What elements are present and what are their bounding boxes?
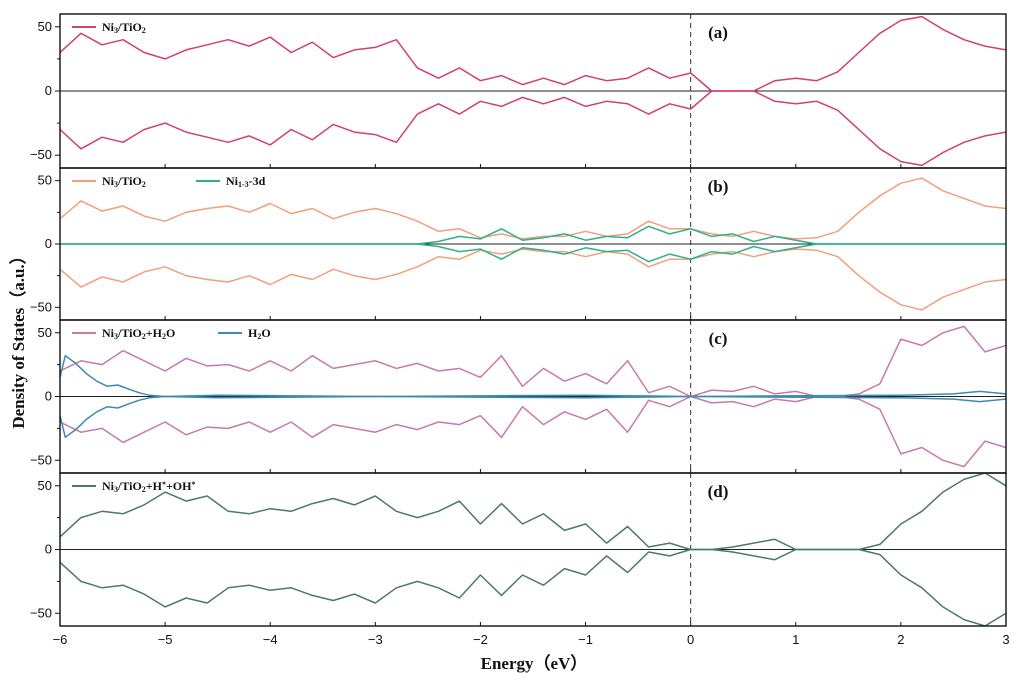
legend-label-part: 2 [142,332,146,341]
legend-label-part: Ni [102,174,115,188]
series-group [60,473,1006,626]
legend-label-part: /TiO [117,174,142,188]
series-line-down-1 [60,248,1006,311]
panel-tag: (d) [708,482,729,501]
x-tick-label: −2 [473,632,488,647]
y-tick-label: 0 [45,236,52,251]
legend-label-part: Ni [102,479,115,493]
series-line-down-1 [60,90,1006,167]
x-tick-label: 0 [687,632,694,647]
y-tick-label: 0 [45,389,52,404]
legend-label: Ni3/TiO2 [102,174,146,189]
y-axis-title: Density of States（a.u.） [8,247,28,428]
series-group [60,15,1006,167]
series-line-up-1 [60,177,1006,240]
y-tick-label: −50 [30,299,52,314]
legend-label-part: /TiO [117,479,142,493]
y-tick-label: 50 [38,325,52,340]
x-tick-label: −5 [158,632,173,647]
series-group [60,325,1006,468]
y-tick-label: −50 [30,452,52,467]
legend-label-part: /TiO [117,20,142,34]
legend-label-part: Ni [102,326,115,340]
y-tick-label: 50 [38,478,52,493]
series-line-up-2 [60,225,1006,245]
legend-label-part: H [248,326,258,340]
panel-tag: (c) [709,329,728,348]
series-group [60,177,1006,311]
y-tick-label: 50 [38,173,52,188]
x-axis-title: Energy（eV） [481,653,588,673]
legend-label-part: O [261,326,270,340]
x-tick-label: −6 [53,632,68,647]
y-tick-label: 50 [38,19,52,34]
legend-label: Ni3/TiO2+H2O [102,326,175,341]
y-tick-label: −50 [30,605,52,620]
series-line-up-1 [60,473,1006,551]
series-line-up-1 [60,325,1006,398]
y-tick-label: 0 [45,542,52,557]
y-tick-label: −50 [30,147,52,162]
legend-label-part: 3 [114,26,118,35]
legend-label-part: Ni [102,20,115,34]
legend-label-part: +H [146,479,163,493]
legend-label-part: 1-3 [238,180,249,189]
legend-label-part: +OH [166,479,192,493]
legend-label-part: 2 [162,332,166,341]
series-line-down-1 [60,548,1006,626]
y-tick-label: 0 [45,83,52,98]
legend-label: Ni1-3-3d [226,174,266,189]
legend-label-part: 2 [142,180,146,189]
x-tick-label: −1 [578,632,593,647]
legend-label-part: 3 [114,180,118,189]
legend-label-part: 2 [142,485,146,494]
panel-tag: (b) [708,177,729,196]
panel-1: 50 0 −50 Ni3/TiO2 (a) [30,13,1007,169]
legend-label-part: 2 [142,26,146,35]
series-line-down-2 [60,243,1006,263]
legend-label-part: 2 [257,332,261,341]
series-line-up-1 [60,15,1006,92]
legend-label: H2O [248,326,271,341]
legend-label-part: Ni [226,174,239,188]
x-tick-label: 1 [792,632,799,647]
legend-label-part: 3 [114,332,118,341]
series-line-up-2 [60,354,1006,398]
legend-label-part: +H [146,326,163,340]
legend-label-part: * [162,480,166,489]
legend-label-part: O [166,326,175,340]
x-tick-label: −3 [368,632,383,647]
x-tick-label: −4 [263,632,278,647]
legend-label: Ni3/TiO2 [102,20,146,35]
series-line-down-2 [60,395,1006,439]
series-line-down-1 [60,395,1006,468]
legend-label: Ni3/TiO2+H*+OH* [102,479,195,494]
legend-label-part: * [191,480,195,489]
panel-tag: (a) [708,23,728,42]
x-tick-label: 3 [1002,632,1009,647]
x-tick-label: 2 [897,632,904,647]
legend-label-part: 3 [114,485,118,494]
legend-label-part: -3d [249,174,266,188]
legend-label-part: /TiO [117,326,142,340]
